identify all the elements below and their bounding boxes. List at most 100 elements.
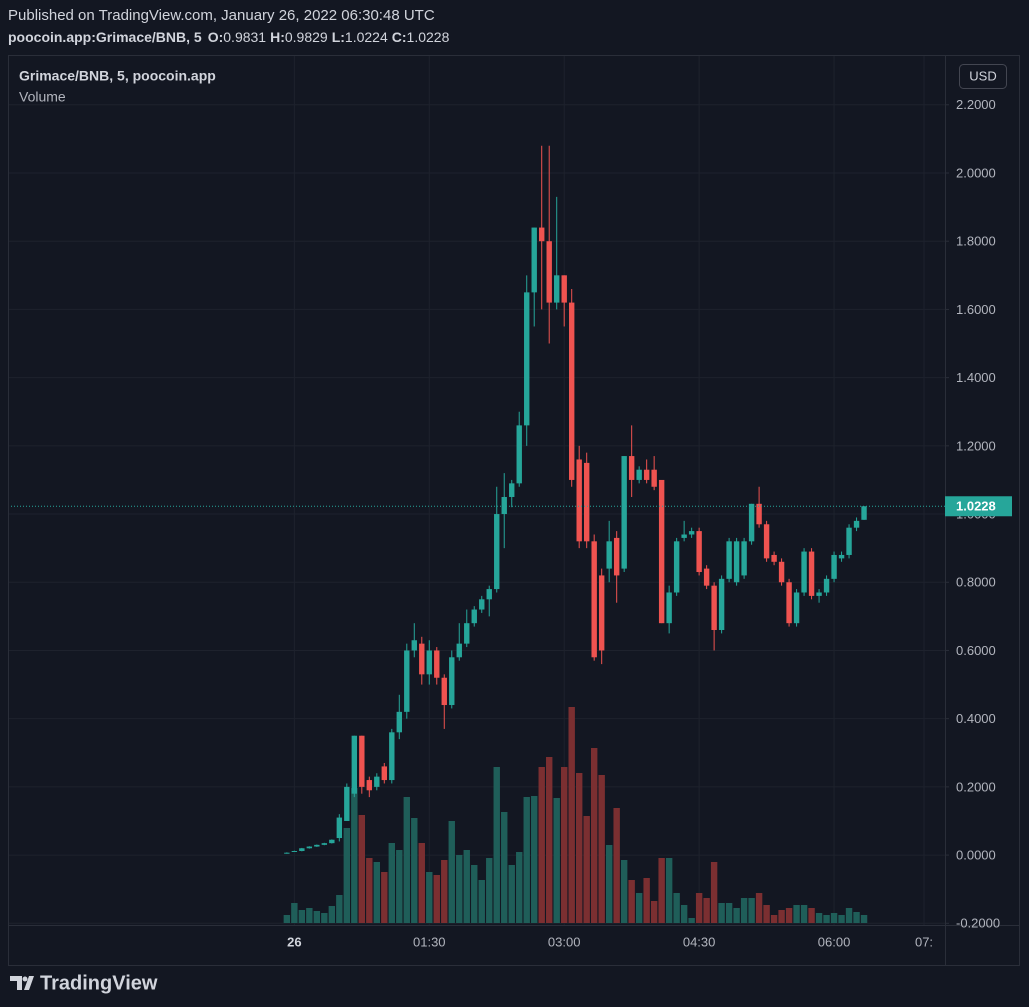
- volume-bar: [351, 788, 358, 923]
- axes: -0.2000 0.0000 0.2000 0.4000 0.6000 0.8000 1.0…: [287, 97, 1012, 949]
- volume-pane: [283, 707, 868, 923]
- candle-body: [576, 459, 582, 542]
- volume-bar: [478, 880, 485, 923]
- x-tick-label: 04:30: [683, 934, 716, 949]
- candle-body: [374, 776, 380, 787]
- candle-body: [741, 541, 747, 576]
- volume-bar: [800, 905, 808, 923]
- candle-body: [823, 578, 830, 593]
- brand: TradingView: [40, 972, 158, 994]
- candle-body: [583, 462, 590, 542]
- candle-body: [771, 554, 777, 562]
- candle-body: [628, 456, 635, 480]
- volume-bar: [605, 845, 613, 923]
- candle-body: [636, 469, 642, 480]
- frame: [8, 55, 1020, 966]
- candle-body: [524, 292, 530, 426]
- candle-body: [396, 711, 402, 733]
- candle-body: [591, 541, 597, 658]
- volume-bar: [516, 852, 523, 923]
- volume-bar: [748, 898, 755, 923]
- volume-bar: [358, 815, 366, 923]
- ohlc-value: 1.0224: [345, 29, 388, 45]
- volume-bar: [336, 895, 343, 923]
- logo: [10, 976, 34, 990]
- y-tick-label: 0.6000: [956, 643, 996, 658]
- volume-bar: [830, 913, 838, 923]
- candle-body: [509, 483, 515, 497]
- candle-body: [711, 585, 717, 630]
- legend-volume: Volume: [19, 89, 66, 105]
- volume-bar: [411, 818, 418, 923]
- candle-body: [284, 852, 290, 854]
- grid: [8, 55, 945, 925]
- symbol: poocoin.app:Grimace/BNB, 5: [8, 29, 202, 45]
- candle-body: [831, 554, 837, 579]
- candles: [8, 145, 945, 854]
- volume-bar: [418, 843, 425, 923]
- candle-body: [666, 592, 672, 624]
- candle-body: [516, 425, 522, 484]
- y-tick-label: 0.0000: [956, 848, 996, 863]
- volume-bar: [688, 918, 695, 923]
- x-tick-label: 07:: [915, 934, 933, 949]
- volume-bar: [343, 828, 351, 923]
- candle-body: [389, 732, 395, 781]
- volume-bar: [763, 905, 770, 923]
- volume-bar: [448, 821, 455, 923]
- volume-bar: [508, 865, 515, 923]
- volume-bar: [523, 797, 530, 923]
- volume-bar: [291, 903, 298, 923]
- volume-bar: [620, 860, 628, 923]
- candle-body: [381, 766, 387, 781]
- volume-bar: [718, 903, 725, 923]
- candle-body: [479, 599, 485, 610]
- candle-body: [568, 302, 575, 480]
- volume-bar: [366, 858, 373, 923]
- candle-body: [321, 843, 328, 845]
- candle-body: [366, 780, 373, 791]
- volume-bar: [433, 875, 440, 923]
- candle-body: [299, 848, 305, 851]
- candle-body: [613, 537, 620, 576]
- y-tick-label: 0.8000: [956, 575, 996, 590]
- candle-body: [651, 469, 657, 487]
- volume-bar: [628, 880, 635, 923]
- candle-body: [456, 643, 462, 658]
- candle-body: [554, 275, 560, 303]
- volume-bar: [703, 898, 710, 923]
- candle-body: [763, 524, 770, 559]
- candle-body: [726, 541, 732, 579]
- candle-body: [471, 609, 477, 624]
- ohlc-value: 1.0228: [407, 29, 450, 45]
- candle-body: [853, 520, 860, 528]
- candle-body: [411, 640, 417, 651]
- candle-body: [801, 551, 807, 593]
- candle-body: [546, 241, 552, 303]
- currency-button[interactable]: [959, 64, 1007, 89]
- ohlc-label: C:: [392, 29, 407, 45]
- y-tick-label: 1.4000: [956, 370, 996, 385]
- candle-body: [838, 554, 845, 559]
- x-tick-label: 03:00: [548, 934, 581, 949]
- volume-bar: [793, 905, 800, 923]
- candle-body: [404, 650, 410, 712]
- candle-body: [748, 503, 755, 542]
- volume-bar: [635, 893, 643, 923]
- volume-bar: [658, 858, 665, 923]
- volume-bar: [486, 858, 493, 923]
- volume-bar: [725, 903, 733, 923]
- volume-bar: [740, 898, 748, 923]
- legend-main: Grimace/BNB, 5, poocoin.app: [19, 68, 216, 84]
- y-tick-label: 2.2000: [956, 97, 996, 112]
- volume-bar: [838, 915, 845, 923]
- volume-bar: [770, 915, 778, 923]
- candle-body: [486, 589, 492, 600]
- candle-body: [419, 643, 425, 675]
- volume-bar: [755, 893, 763, 923]
- last-price-box: [945, 496, 1012, 517]
- volume-bar: [373, 862, 381, 923]
- candle-body: [531, 227, 537, 293]
